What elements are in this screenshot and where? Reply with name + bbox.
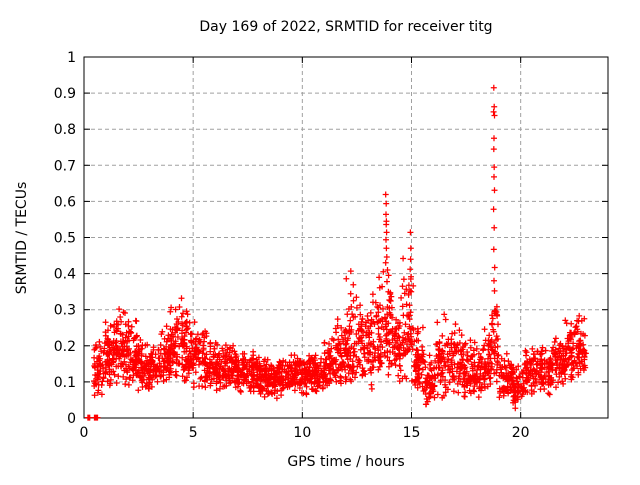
y-tick-label: 0.7	[54, 158, 76, 174]
chart-title: Day 169 of 2022, SRMTID for receiver tit…	[199, 19, 492, 35]
y-tick-label: 0.1	[54, 375, 76, 391]
scatter-points	[84, 84, 589, 421]
x-tick-label: 5	[189, 425, 198, 441]
y-tick-label: 0.9	[54, 86, 76, 102]
y-tick-label: 0.8	[54, 122, 76, 138]
x-tick-label: 20	[512, 425, 530, 441]
y-tick-labels: 0 0.1 0.2 0.3 0.4 0.5 0.6 0.7 0.8 0.9 1	[54, 50, 76, 427]
axis-ticks	[83, 56, 608, 419]
x-axis-label: GPS time / hours	[287, 454, 404, 470]
x-tick-labels: 0 5 10 15 20	[80, 425, 530, 441]
x-tick-label: 0	[80, 425, 89, 441]
y-tick-label: 0.5	[54, 231, 76, 247]
y-tick-label: 0.6	[54, 194, 76, 210]
y-axis-label: SRMTID / TECUs	[14, 182, 30, 295]
x-tick-label: 10	[293, 425, 311, 441]
y-tick-label: 0.2	[54, 339, 76, 355]
y-tick-label: 1	[67, 50, 76, 66]
y-tick-label: 0.3	[54, 303, 76, 319]
y-tick-label: 0	[67, 411, 76, 427]
y-tick-label: 0.4	[54, 267, 76, 283]
x-tick-label: 15	[403, 425, 421, 441]
